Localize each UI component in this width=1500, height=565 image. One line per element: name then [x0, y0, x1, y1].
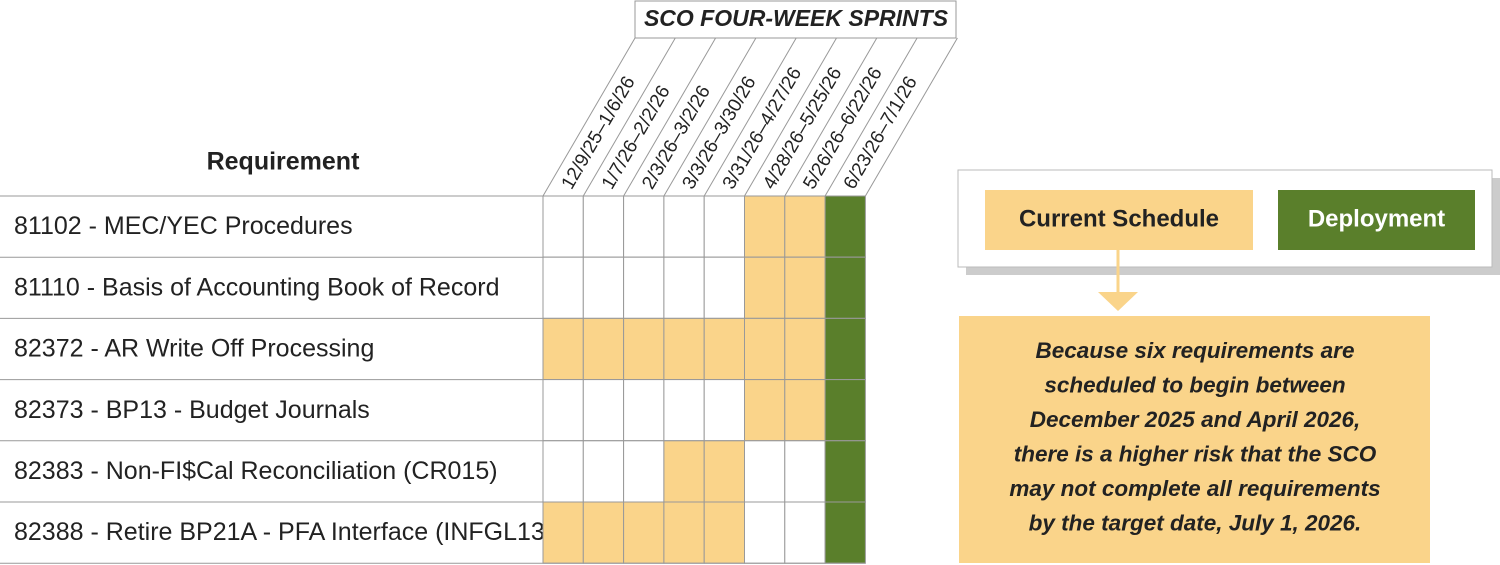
row-label: 81102 - MEC/YEC Procedures — [14, 212, 353, 240]
cell — [784, 379, 826, 442]
cell — [824, 256, 866, 319]
cell — [824, 440, 866, 503]
legend-label: Deployment — [1308, 205, 1445, 232]
cell — [542, 440, 584, 503]
cell — [703, 317, 746, 381]
cell — [623, 379, 665, 442]
legend-swatch — [985, 190, 1253, 250]
header-divider — [824, 37, 918, 197]
cell — [824, 317, 866, 381]
row-label: 82373 - BP13 - Budget Journals — [14, 396, 370, 424]
callout-line: December 2025 and April 2026, — [1030, 407, 1361, 432]
cell — [744, 317, 786, 381]
cell — [784, 501, 826, 564]
cell — [784, 317, 826, 381]
cell — [744, 440, 786, 503]
header-divider — [663, 37, 757, 197]
cell — [663, 379, 705, 442]
header-divider — [623, 37, 717, 197]
cell — [824, 379, 866, 442]
cell — [623, 195, 665, 258]
header-divider — [542, 37, 636, 197]
cell — [582, 440, 625, 503]
title-box — [634, 0, 957, 39]
cell — [542, 195, 584, 258]
header-divider — [784, 37, 878, 197]
cell — [663, 440, 705, 503]
cell — [703, 379, 746, 442]
cell — [703, 440, 746, 503]
cell — [703, 501, 746, 564]
cell — [623, 256, 665, 319]
cell — [744, 501, 786, 564]
cell — [744, 256, 786, 319]
cell — [582, 317, 625, 381]
title: SCO FOUR-WEEK SPRINTS — [644, 5, 949, 31]
arrow-head — [1098, 292, 1138, 311]
cell — [582, 195, 625, 258]
cell — [582, 501, 625, 564]
cell — [663, 317, 705, 381]
cell — [542, 501, 584, 564]
callout-box — [959, 316, 1430, 563]
legend-swatch — [1278, 190, 1475, 250]
cell — [824, 195, 866, 258]
row-label: 82383 - Non-FI$Cal Reconciliation (CR015… — [14, 457, 498, 485]
label-header: Requirement — [207, 148, 360, 176]
callout-line: may not complete all requirements — [1009, 476, 1380, 501]
cell — [582, 379, 625, 442]
cell — [623, 317, 665, 381]
cell — [784, 440, 826, 503]
callout-line: by the target date, July 1, 2026. — [1029, 510, 1362, 535]
cell — [623, 501, 665, 564]
cell — [784, 195, 826, 258]
callout-line: Because six requirements are — [1036, 338, 1355, 363]
cell — [542, 317, 584, 381]
row-label: 81110 - Basis of Accounting Book of Reco… — [14, 273, 499, 301]
cell — [582, 256, 625, 319]
cell — [703, 256, 746, 319]
header-divider — [582, 37, 676, 197]
row-label: 82372 - AR Write Off Processing — [14, 335, 374, 363]
cell — [663, 256, 705, 319]
header-divider — [744, 37, 837, 197]
cell — [542, 379, 584, 442]
cell — [824, 501, 866, 564]
cell — [663, 195, 705, 258]
cell — [542, 256, 584, 319]
cell — [744, 195, 786, 258]
callout-line: there is a higher risk that the SCO — [1014, 441, 1377, 466]
callout-line: scheduled to begin between — [1044, 372, 1345, 397]
cell — [663, 501, 705, 564]
cell — [784, 256, 826, 319]
row-label: 82388 - Retire BP21A - PFA Interface (IN… — [14, 518, 567, 546]
legend-label: Current Schedule — [1019, 205, 1219, 232]
cell — [703, 195, 746, 258]
header-divider — [864, 37, 958, 197]
header-divider — [703, 37, 797, 197]
cell — [623, 440, 665, 503]
cell — [744, 379, 786, 442]
